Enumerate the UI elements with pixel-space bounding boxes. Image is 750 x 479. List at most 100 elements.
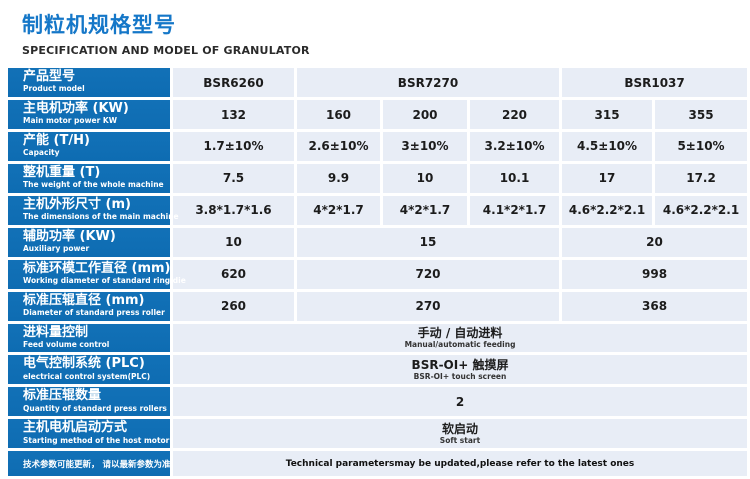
spec-cell: 17.2 <box>655 163 748 193</box>
table-row-starting-method: 主机电机启动方式 Starting method of the host mot… <box>8 419 748 449</box>
spec-cell: 7.5 <box>173 163 294 193</box>
row-label: 主电机功率 (KW) Main motor power KW <box>8 100 170 130</box>
spec-cell: BSR7270 <box>297 68 560 98</box>
spec-cell: 4*2*1.7 <box>383 195 467 225</box>
row-label: 整机重量 (T) The weight of the whole machine <box>8 163 170 193</box>
spec-cell: 270 <box>297 291 560 321</box>
spec-cell: 315 <box>562 100 653 130</box>
page-title: 制粒机规格型号 <box>22 13 176 37</box>
spec-table: 产品型号 Product model BSR6260 BSR7270 BSR10… <box>5 65 750 479</box>
spec-cell: 10.1 <box>470 163 560 193</box>
table-row-motor-power: 主电机功率 (KW) Main motor power KW 132 160 2… <box>8 100 748 130</box>
spec-cell-value-zh: BSR-OI+ 触摸屏 <box>411 357 509 372</box>
row-label: 产能 (T/H) Capacity <box>8 132 170 161</box>
row-label-zh: 电气控制系统 (PLC) <box>23 356 145 372</box>
spec-cell: 1.7±10% <box>173 132 294 161</box>
spec-cell: 2.6±10% <box>297 132 380 161</box>
row-label-en: Capacity <box>23 148 60 158</box>
spec-cell: BSR6260 <box>173 68 294 98</box>
row-label: 主机电机启动方式 Starting method of the host mot… <box>8 419 170 449</box>
row-label-en: The dimensions of the main machine <box>23 212 179 222</box>
row-label-en: Feed volume control <box>23 339 110 349</box>
spec-cell: 3±10% <box>383 132 467 161</box>
spec-cell: 软启动 Soft start <box>173 419 748 449</box>
row-label: 标准压辊数量 Quantity of standard press roller… <box>8 387 170 417</box>
spec-cell: 998 <box>562 259 748 289</box>
spec-cell: 10 <box>383 163 467 193</box>
page-header: 制粒机规格型号 SPECIFICATION AND MODEL OF GRANU… <box>0 0 750 57</box>
spec-cell: 4.1*2*1.7 <box>470 195 560 225</box>
footnote-label: 技术参数可能更新， 请以最新参数为准 <box>8 451 170 477</box>
row-label: 标准压辊直径 (mm) Diameter of standard press r… <box>8 291 170 321</box>
row-label-zh: 标准压辊数量 <box>23 388 102 404</box>
row-label: 标准环模工作直径 (mm) Working diameter of standa… <box>8 259 186 289</box>
table-row-press-roller-diameter: 标准压辊直径 (mm) Diameter of standard press r… <box>8 291 748 321</box>
row-label: 辅助功率 (KW) Auxiliary power <box>8 227 170 257</box>
table-row-feed-control: 进料量控制 Feed volume control 手动 / 自动进料 Manu… <box>8 323 748 353</box>
table-row-product-model: 产品型号 Product model BSR6260 BSR7270 BSR10… <box>8 68 748 98</box>
row-label-zh: 产能 (T/H) <box>23 133 90 149</box>
row-label-en: Product model <box>23 84 85 94</box>
table-row-electrical-control: 电气控制系统 (PLC) electrical control system(P… <box>8 355 748 385</box>
spec-cell: 4*2*1.7 <box>297 195 380 225</box>
row-label-zh: 标准环模工作直径 (mm) <box>23 260 171 276</box>
row-label-en: Quantity of standard press rollers <box>23 403 167 413</box>
row-label-en: The weight of the whole machine <box>23 180 164 190</box>
row-label-zh: 整机重量 (T) <box>23 164 101 180</box>
table-row-ring-die-diameter: 标准环模工作直径 (mm) Working diameter of standa… <box>8 259 748 289</box>
spec-cell: 3.2±10% <box>470 132 560 161</box>
row-label-en: Main motor power KW <box>23 116 117 126</box>
spec-cell: 260 <box>173 291 294 321</box>
table-row-capacity: 产能 (T/H) Capacity 1.7±10% 2.6±10% 3±10% … <box>8 132 748 161</box>
row-label: 产品型号 Product model <box>8 68 170 98</box>
table-row-weight: 整机重量 (T) The weight of the whole machine… <box>8 163 748 193</box>
spec-cell: 2 <box>173 387 748 417</box>
row-label-zh: 进料量控制 <box>23 324 89 340</box>
spec-cell: 620 <box>173 259 294 289</box>
row-label-zh: 标准压辊直径 (mm) <box>23 292 145 308</box>
row-label-zh: 辅助功率 (KW) <box>23 228 116 244</box>
spec-cell-value-en: BSR-OI+ touch screen <box>413 371 507 381</box>
table-row-roller-quantity: 标准压辊数量 Quantity of standard press roller… <box>8 387 748 417</box>
spec-cell-value-zh: 手动 / 自动进料 <box>417 326 503 340</box>
spec-cell-value-en: Manual/automatic feeding <box>404 339 516 349</box>
spec-cell: 4.6*2.2*2.1 <box>562 195 653 225</box>
spec-cell: 9.9 <box>297 163 380 193</box>
page-subtitle: SPECIFICATION AND MODEL OF GRANULATOR <box>22 44 310 58</box>
spec-cell: 20 <box>562 227 748 257</box>
row-label-zh: 主机外形尺寸 (m) <box>23 196 131 212</box>
spec-cell: 手动 / 自动进料 Manual/automatic feeding <box>173 323 748 353</box>
spec-cell: 220 <box>470 100 560 130</box>
spec-cell: 4.6*2.2*2.1 <box>655 195 748 225</box>
spec-cell: 5±10% <box>655 132 748 161</box>
spec-cell: 355 <box>655 100 748 130</box>
row-label: 主机外形尺寸 (m) The dimensions of the main ma… <box>8 195 179 225</box>
table-row-auxiliary-power: 辅助功率 (KW) Auxiliary power 10 15 20 <box>8 227 748 257</box>
row-label-zh: 产品型号 <box>23 69 76 85</box>
spec-cell: 17 <box>562 163 653 193</box>
spec-cell-value-zh: 软启动 <box>442 421 479 436</box>
spec-cell-value-en: Soft start <box>439 435 481 445</box>
row-label-en: Working diameter of standard ring die <box>23 276 186 286</box>
spec-cell: BSR-OI+ 触摸屏 BSR-OI+ touch screen <box>173 355 748 385</box>
spec-cell: 15 <box>297 227 560 257</box>
spec-cell: 10 <box>173 227 294 257</box>
spec-cell: 132 <box>173 100 294 130</box>
spec-cell: 368 <box>562 291 748 321</box>
row-label-en: Diameter of standard press roller <box>23 307 165 317</box>
row-label: 电气控制系统 (PLC) electrical control system(P… <box>8 355 170 385</box>
spec-cell: 200 <box>383 100 467 130</box>
row-label: 进料量控制 Feed volume control <box>8 323 170 353</box>
footnote-text: Technical parametersmay be updated,pleas… <box>173 451 748 477</box>
row-label-zh: 主机电机启动方式 <box>23 420 128 436</box>
row-label-en: Starting method of the host motor <box>23 435 170 445</box>
spec-cell: 3.8*1.7*1.6 <box>173 195 294 225</box>
table-row-dimensions: 主机外形尺寸 (m) The dimensions of the main ma… <box>8 195 748 225</box>
spec-cell: 4.5±10% <box>562 132 653 161</box>
row-label-en: Auxiliary power <box>23 244 90 254</box>
table-row-footnote: 技术参数可能更新， 请以最新参数为准 Technical parametersm… <box>8 451 748 477</box>
spec-cell: 720 <box>297 259 560 289</box>
row-label-en: electrical control system(PLC) <box>23 371 151 381</box>
spec-cell: 160 <box>297 100 380 130</box>
spec-cell: BSR1037 <box>562 68 748 98</box>
